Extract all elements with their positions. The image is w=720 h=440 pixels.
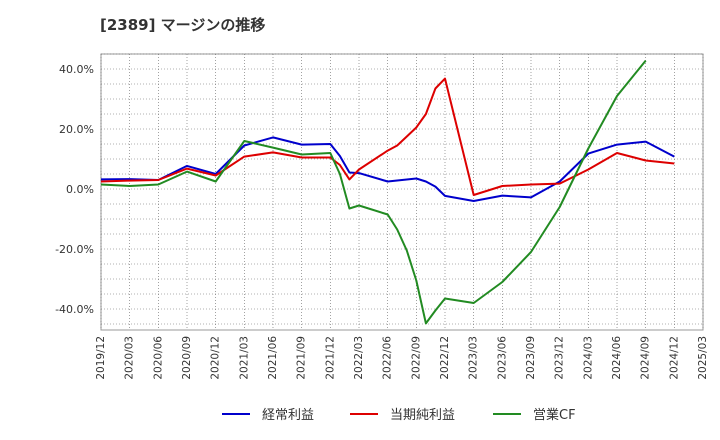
x-tick-label: 2023/03 [468, 336, 480, 380]
legend-label: 営業CF [533, 407, 576, 423]
series-lines [100, 59, 675, 325]
series-line-0 [100, 136, 675, 202]
x-tick-label: 2021/12 [324, 336, 336, 380]
x-tick-label: 2023/09 [525, 336, 537, 380]
legend-label: 当期純利益 [390, 408, 455, 423]
y-tick-label: 40.0% [59, 63, 94, 76]
x-tick-label: 2023/06 [496, 336, 508, 380]
y-tick-label: -20.0% [55, 243, 94, 256]
y-tick-label: 20.0% [59, 123, 94, 136]
legend: 経常利益 当期純利益 営業CF [222, 407, 576, 423]
x-tick-label: 2023/12 [554, 336, 566, 380]
y-tick-label: -40.0% [55, 303, 94, 316]
x-tick-label: 2024/03 [582, 336, 594, 380]
chart-title: [2389] マージンの推移 [100, 16, 266, 34]
x-tick-label: 2024/09 [640, 336, 652, 380]
x-tick-label: 2020/06 [152, 336, 164, 380]
x-tick-label: 2021/03 [238, 336, 250, 380]
x-tick-label: 2025/03 [697, 336, 709, 380]
y-axis-ticks: 40.0% 20.0% 0.0% -20.0% -40.0% [55, 63, 94, 316]
x-tick-label: 2024/06 [611, 336, 623, 380]
x-axis-ticks: 2019/12 2020/03 2020/06 2020/09 2020/12 2021/… [95, 336, 709, 380]
grid [100, 53, 704, 330]
x-tick-label: 2022/09 [410, 336, 422, 380]
x-tick-label: 2020/12 [210, 336, 222, 380]
x-tick-label: 2022/12 [439, 336, 451, 380]
plot-area [100, 53, 704, 331]
x-tick-label: 2020/09 [181, 336, 193, 380]
x-tick-label: 2022/03 [353, 336, 365, 380]
x-tick-label: 2020/03 [124, 336, 136, 380]
x-tick-label: 2021/09 [296, 336, 308, 380]
y-tick-label: 0.0% [66, 183, 94, 196]
x-tick-label: 2021/06 [267, 336, 279, 380]
x-tick-label: 2022/06 [382, 336, 394, 380]
x-tick-label: 2019/12 [95, 336, 107, 380]
x-tick-label: 2024/12 [668, 336, 680, 380]
series-line-2 [100, 59, 647, 325]
legend-label: 経常利益 [262, 408, 314, 423]
